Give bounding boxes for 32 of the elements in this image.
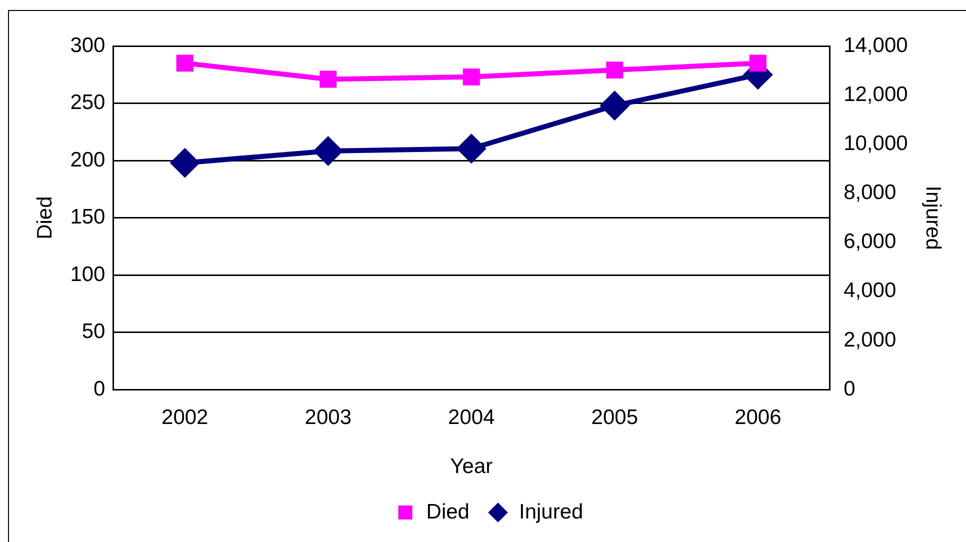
y2-tick-label: 6,000 [844, 230, 896, 254]
y-tick-label: 300 [70, 34, 106, 57]
point [600, 90, 630, 121]
y2-tick-label: 0 [844, 377, 856, 400]
y-tick-label: 0 [94, 377, 106, 400]
y-tick-label: 100 [70, 262, 106, 286]
y2-tick-label: 14,000 [844, 34, 908, 57]
point [606, 62, 624, 79]
y-tick-label: 150 [70, 206, 106, 229]
point [170, 148, 200, 178]
point [462, 68, 480, 86]
y-tick-label: 250 [70, 91, 106, 114]
point [749, 54, 766, 72]
y-tick-label: 200 [70, 148, 106, 172]
y2-tick-label: 12,000 [844, 82, 908, 106]
point [320, 70, 337, 88]
legend-label: Died [426, 500, 470, 524]
y2-tick-label: 2,000 [844, 328, 896, 352]
x-tick-label: 2004 [448, 406, 496, 429]
y-axis-title: Died [33, 196, 56, 240]
y2-axis-title: Injured [922, 186, 945, 250]
x-tick-label: 2006 [734, 406, 782, 429]
x-tick-label: 2002 [162, 406, 208, 429]
legend-label: Injured [518, 500, 584, 524]
point [176, 54, 194, 72]
x-tick-label: 2003 [304, 406, 352, 429]
y2-tick-label: 10,000 [844, 132, 908, 155]
x-axis-title: Year [450, 455, 493, 478]
x-tick-label: 2005 [591, 406, 638, 429]
y2-tick-label: 8,000 [844, 181, 896, 204]
y-tick-label: 50 [82, 320, 106, 344]
y2-tick-label: 4,000 [844, 279, 896, 302]
